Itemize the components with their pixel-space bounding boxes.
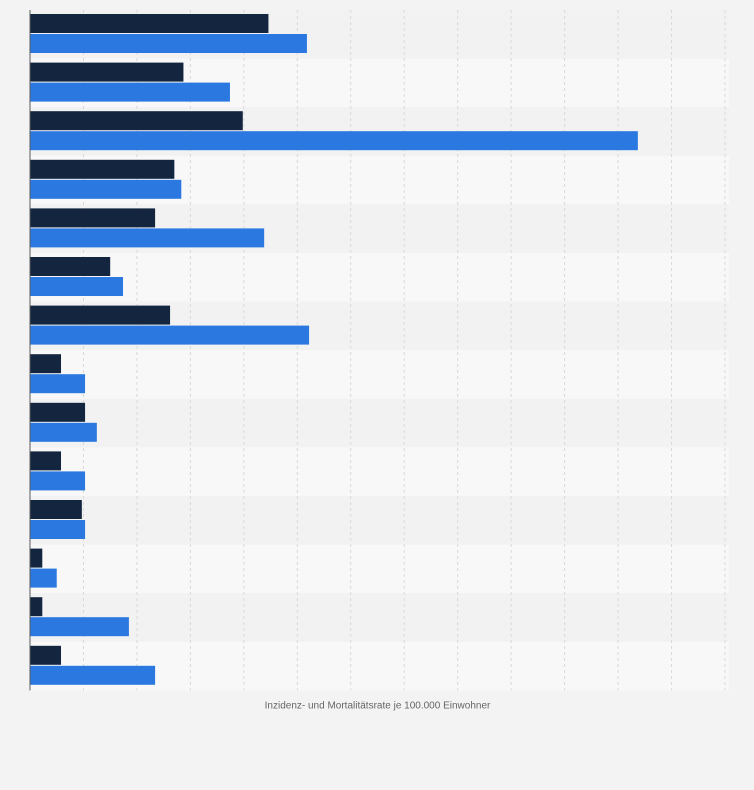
- bar: [30, 82, 230, 102]
- bar: [30, 520, 86, 539]
- bar: [30, 277, 124, 296]
- bar: [30, 208, 156, 228]
- bar: [30, 62, 184, 82]
- row-band: [30, 447, 729, 496]
- bar: [30, 645, 62, 665]
- bar: [30, 305, 171, 325]
- bar: [30, 131, 638, 151]
- row-band: [30, 496, 729, 545]
- row-band: [30, 593, 729, 642]
- bar: [30, 374, 86, 394]
- bar: [30, 665, 156, 685]
- row-band: [30, 253, 729, 302]
- bar: [30, 402, 86, 422]
- bar: [30, 548, 43, 568]
- bar: [30, 14, 269, 33]
- bar: [30, 111, 243, 131]
- bar: [30, 451, 62, 471]
- bar: [30, 617, 129, 637]
- row-band: [30, 350, 729, 399]
- bar: [30, 325, 310, 345]
- bar: [30, 179, 182, 199]
- bar: [30, 228, 265, 248]
- row-band: [30, 398, 729, 448]
- bar: [30, 422, 97, 442]
- bar: [30, 471, 86, 491]
- bar: [30, 500, 82, 519]
- bar: [30, 354, 62, 374]
- row-band: [30, 544, 729, 594]
- bar: [30, 257, 111, 276]
- x-axis-label: Inzidenz- und Mortalitätsrate je 100.000…: [265, 700, 491, 711]
- bar: [30, 34, 307, 53]
- bar: [30, 159, 175, 179]
- bars: [30, 14, 638, 685]
- bar: [30, 568, 57, 588]
- bar: [30, 597, 43, 617]
